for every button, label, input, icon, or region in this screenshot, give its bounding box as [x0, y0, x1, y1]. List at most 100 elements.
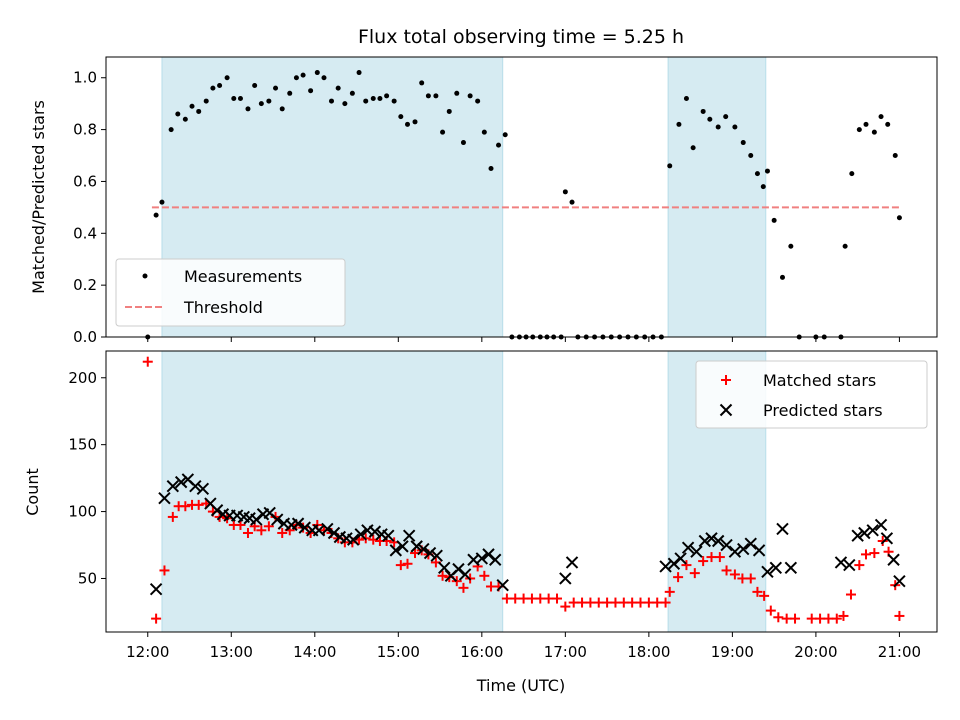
measurement-point: [849, 171, 855, 177]
measurement-point: [203, 98, 209, 104]
cross-b: [559, 572, 572, 585]
measurement-point: [384, 93, 390, 99]
predicted-point: [659, 560, 672, 573]
predicted-point: [776, 522, 789, 536]
predicted-point: [752, 544, 766, 557]
matched-point: [737, 573, 748, 584]
measurement-point: [217, 83, 223, 89]
cross-b: [321, 522, 334, 536]
predicted-point: [396, 540, 409, 553]
measurement-point: [419, 80, 425, 86]
plot-frame: [105, 350, 938, 633]
measurement-point: [245, 106, 251, 112]
predicted-point: [189, 479, 202, 493]
cross-b: [893, 574, 906, 588]
matched-point: [721, 565, 732, 576]
cross-b: [327, 526, 341, 540]
y-tick-label: 150: [68, 436, 97, 454]
cross-b: [719, 403, 733, 417]
predicted-point: [565, 556, 579, 569]
matched-point: [402, 558, 413, 569]
cross-b: [263, 506, 276, 520]
x-tick-label: 20:00: [794, 643, 837, 661]
measurement-point: [321, 75, 327, 81]
matched-point: [635, 597, 646, 608]
x-tick-label: 15:00: [377, 643, 420, 661]
chart-title: Flux total observing time = 5.25 h: [358, 26, 684, 48]
measurement-point: [335, 85, 341, 91]
matched-point: [577, 597, 588, 608]
predicted-point: [298, 521, 311, 534]
predicted-point: [834, 556, 848, 569]
matched-point: [627, 597, 638, 608]
matched-point: [568, 597, 579, 608]
measurement-point: [885, 121, 891, 127]
matched-point: [831, 613, 842, 624]
matched-point: [714, 552, 725, 563]
legend-measurements-label: Measurements: [184, 267, 302, 286]
matched-point: [823, 613, 834, 624]
measurement-point: [224, 75, 230, 81]
matched-point: [790, 613, 801, 624]
predicted-point: [488, 553, 502, 566]
cross-b: [737, 542, 750, 556]
y-tick-label: 0.0: [73, 328, 97, 346]
cross-b: [720, 538, 733, 552]
cross-b: [271, 513, 284, 526]
matched-point: [142, 356, 153, 367]
measurement-point: [732, 124, 738, 130]
matched-point: [451, 576, 462, 587]
cross-b: [196, 482, 210, 496]
matched-point: [510, 593, 521, 604]
measurement-point: [231, 95, 237, 101]
measurement-point: [496, 142, 502, 148]
x-tick-label: 19:00: [711, 643, 754, 661]
cross-b: [496, 578, 509, 592]
cross-b: [705, 532, 718, 545]
matched-point: [806, 613, 817, 624]
matched-point: [479, 570, 490, 581]
measurement-point: [863, 121, 869, 127]
matched-point: [698, 556, 709, 567]
matched-point: [159, 565, 170, 576]
cross-b: [674, 552, 687, 565]
predicted-point: [784, 561, 798, 574]
measurement-point: [404, 121, 410, 127]
cross-b: [174, 475, 188, 489]
predicted-point: [174, 475, 188, 489]
matched-point: [664, 586, 675, 597]
legend-predicted-label: Predicted stars: [763, 401, 883, 420]
measurement-point: [715, 124, 721, 130]
matched-point: [861, 549, 872, 560]
measurement-point: [460, 140, 466, 146]
predicted-point: [196, 482, 210, 496]
matched-point: [877, 536, 888, 547]
measurement-point: [690, 145, 696, 151]
measurement-point: [683, 95, 689, 101]
x-tick-label: 14:00: [293, 643, 336, 661]
predicted-point: [321, 522, 334, 536]
cross-b: [340, 532, 353, 545]
cross-b: [368, 525, 382, 538]
cross-b: [382, 529, 395, 542]
y-tick-label: 0.8: [73, 121, 97, 139]
measurement-point: [266, 98, 272, 104]
cross-b: [769, 561, 783, 574]
matched-point: [745, 573, 756, 584]
matched-point: [610, 597, 621, 608]
cross-b: [698, 534, 712, 548]
cross-b: [887, 553, 900, 566]
predicted-point: [880, 532, 894, 545]
cross-b: [874, 518, 888, 532]
cross-b: [866, 524, 879, 537]
measurement-point: [425, 93, 431, 99]
cross-b: [181, 473, 195, 486]
cross-b: [858, 526, 871, 540]
predicted-point: [711, 534, 725, 548]
matched-point: [602, 597, 613, 608]
measurement-point: [488, 165, 494, 171]
matched-point: [854, 560, 865, 571]
predicted-point: [769, 561, 783, 574]
x-tick-label: 13:00: [210, 643, 253, 661]
measurement-point: [676, 121, 682, 127]
